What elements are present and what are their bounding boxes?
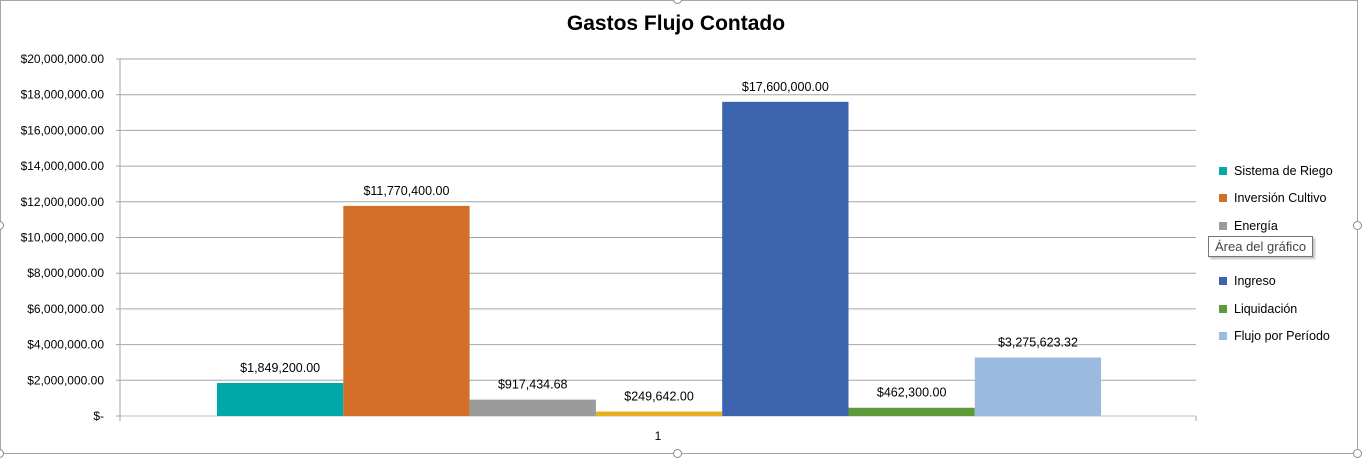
legend-label: Inversión Cultivo <box>1234 191 1327 206</box>
y-tick-label: $8,000,000.00 <box>27 266 104 280</box>
legend-swatch <box>1219 332 1227 341</box>
tooltip: Área del gráfico <box>1208 236 1314 257</box>
legend-label: Energía <box>1234 218 1278 233</box>
y-tick-label: $6,000,000.00 <box>27 302 104 316</box>
legend-item[interactable]: Inversión Cultivo <box>1219 185 1333 213</box>
y-tick-label: $2,000,000.00 <box>27 373 104 387</box>
y-tick-label: $14,000,000.00 <box>21 159 105 173</box>
legend-swatch <box>1219 194 1227 203</box>
data-label: $1,849,200.00 <box>240 361 320 375</box>
data-label: $462,300.00 <box>877 386 947 400</box>
data-label: $17,600,000.00 <box>742 80 829 94</box>
legend-swatch <box>1219 166 1227 175</box>
bar[interactable] <box>974 357 1102 416</box>
bar[interactable] <box>848 407 975 416</box>
legend-label: Ingreso <box>1234 274 1276 289</box>
data-label: $249,642.00 <box>624 390 694 404</box>
legend-item[interactable]: Energía <box>1219 212 1333 240</box>
y-tick-label: $16,000,000.00 <box>21 123 105 137</box>
legend-label: Liquidación <box>1234 301 1298 316</box>
data-label: $11,770,400.00 <box>363 184 449 198</box>
resize-handle-bottom-center[interactable] <box>673 449 682 458</box>
x-tick-label: 1 <box>655 429 662 443</box>
legend-label: Sistema de Riego <box>1234 163 1333 178</box>
data-label: $3,275,623.32 <box>998 336 1078 350</box>
legend-item[interactable]: Flujo por Período <box>1219 323 1333 351</box>
y-tick-label: $18,000,000.00 <box>21 88 105 102</box>
bar[interactable] <box>722 101 849 416</box>
bar[interactable] <box>595 411 723 416</box>
legend-swatch <box>1219 221 1227 230</box>
data-label: $917,434.68 <box>498 378 568 392</box>
legend-item[interactable]: Sistema de Riego <box>1219 157 1333 185</box>
legend[interactable]: Sistema de Riego Inversión Cultivo Energía… <box>1219 157 1333 350</box>
y-tick-label: $10,000,000.00 <box>21 231 105 245</box>
y-tick-label: $20,000,000.00 <box>21 52 105 66</box>
y-tick-label: $4,000,000.00 <box>27 338 104 352</box>
bar[interactable] <box>469 399 596 416</box>
legend-swatch <box>1219 277 1227 286</box>
legend-label: Flujo por Período <box>1234 329 1330 344</box>
y-tick-label: $- <box>93 409 104 423</box>
bar[interactable] <box>343 205 470 416</box>
legend-item[interactable]: Ingreso <box>1219 267 1333 295</box>
legend-item[interactable]: Liquidación <box>1219 295 1333 323</box>
bar[interactable] <box>217 382 344 416</box>
y-tick-label: $12,000,000.00 <box>21 195 105 209</box>
chart-title: Gastos Flujo Contado <box>566 12 786 35</box>
legend-swatch <box>1219 304 1227 313</box>
